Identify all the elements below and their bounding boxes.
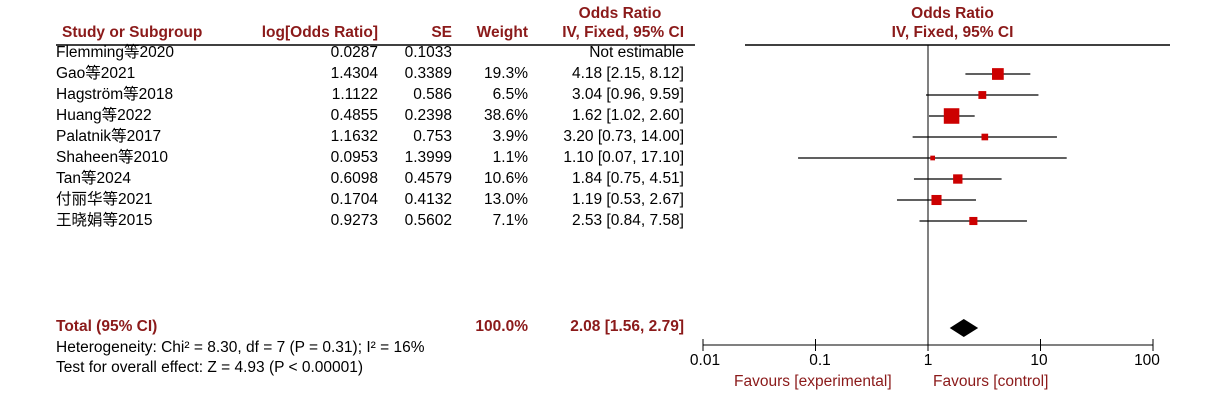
se-value: 0.4132 [404, 191, 452, 208]
total-label: Total (95% CI) [56, 318, 158, 335]
total-ci: 2.08 [1.56, 2.79] [570, 318, 684, 335]
se-value: 0.4579 [404, 170, 452, 187]
log-or-value: 0.6098 [330, 170, 378, 187]
study-effect-marker [930, 155, 936, 161]
se-value: 0.2398 [404, 107, 452, 124]
se-value: 0.5602 [404, 212, 452, 229]
weight-value: 6.5% [492, 86, 528, 103]
tick-label-1: 1 [923, 352, 933, 369]
study-effect-marker [981, 133, 989, 141]
or-method-header: IV, Fixed, 95% CI [562, 24, 684, 41]
log-or-value: 0.4855 [330, 107, 378, 124]
or-ci-value: Not estimable [589, 44, 684, 61]
study-effect-marker [978, 91, 987, 99]
weight-value: 3.9% [492, 128, 528, 145]
study-column-header: Study or Subgroup [62, 24, 203, 41]
log-or-value: 0.0287 [330, 44, 378, 61]
or-ci-value: 2.53 [0.84, 7.58] [571, 212, 684, 229]
study-effect-marker [953, 174, 963, 184]
weight-value: 7.1% [492, 212, 528, 229]
weight-value: 19.3% [484, 65, 528, 82]
study-name: 付丽华等2021 [56, 191, 153, 208]
tick-label-100: 100 [1134, 352, 1160, 369]
tick-label-0.01: 0.01 [689, 352, 721, 369]
or-ci-value: 1.84 [0.75, 4.51] [571, 170, 684, 187]
heterogeneity-text: Heterogeneity: Chi² = 8.30, df = 7 (P = … [56, 339, 425, 356]
log-or-value: 0.0953 [330, 149, 378, 166]
log-or-value: 1.1122 [331, 86, 378, 103]
weight-value: 13.0% [484, 191, 528, 208]
study-name: Shaheen等2010 [56, 149, 169, 166]
favours-experimental-label: Favours [experimental] [734, 373, 892, 390]
pooled-effect-diamond [949, 319, 979, 337]
log-or-value: 0.9273 [330, 212, 378, 229]
study-name: Palatnik等2017 [56, 128, 162, 145]
or-ci-value: 3.04 [0.96, 9.59] [571, 86, 684, 103]
or-ci-value: 3.20 [0.73, 14.00] [563, 128, 684, 145]
log-or-value: 0.1704 [330, 191, 378, 208]
study-effect-marker [931, 194, 942, 206]
log-or-value: 1.4304 [330, 65, 378, 82]
or-ci-value: 1.19 [0.53, 2.67] [571, 191, 684, 208]
se-value: 0.3389 [404, 65, 452, 82]
plot-method-header: IV, Fixed, 95% CI [891, 24, 1014, 41]
study-effect-marker [992, 68, 1004, 80]
weight-value: 38.6% [484, 107, 528, 124]
overall-effect-text: Test for overall effect: Z = 4.93 (P < 0… [56, 359, 364, 376]
or-ci-value: 1.62 [1.02, 2.60] [571, 107, 684, 124]
se-value: 0.586 [413, 86, 452, 103]
or-ci-value: 1.10 [0.07, 17.10] [563, 149, 684, 166]
log-or-column-header: log[Odds Ratio] [261, 24, 378, 41]
study-name: Tan等2024 [56, 170, 131, 187]
log-or-value: 1.1632 [330, 128, 378, 145]
study-name: Gao等2021 [56, 65, 136, 82]
or-title-header: Odds Ratio [578, 5, 662, 22]
study-effect-marker [969, 216, 978, 226]
study-effect-marker [943, 108, 960, 124]
total-weight: 100.0% [475, 318, 528, 335]
se-value: 0.1033 [404, 44, 452, 61]
tick-label-10: 10 [1030, 352, 1048, 369]
weight-value: 1.1% [492, 149, 528, 166]
study-name: Huang等2022 [56, 107, 152, 124]
weight-column-header: Weight [476, 24, 528, 41]
study-name: 王晓娟等2015 [56, 212, 153, 229]
plot-title-header: Odds Ratio [911, 5, 994, 22]
or-ci-value: 4.18 [2.15, 8.12] [571, 65, 684, 82]
tick-label-0.1: 0.1 [809, 352, 831, 369]
se-column-header: SE [431, 24, 452, 41]
study-name: Hagström等2018 [56, 86, 174, 103]
study-name: Flemming等2020 [56, 44, 175, 61]
se-value: 1.3999 [404, 149, 452, 166]
favours-control-label: Favours [control] [933, 373, 1049, 390]
se-value: 0.753 [413, 128, 452, 145]
weight-value: 10.6% [484, 170, 528, 187]
